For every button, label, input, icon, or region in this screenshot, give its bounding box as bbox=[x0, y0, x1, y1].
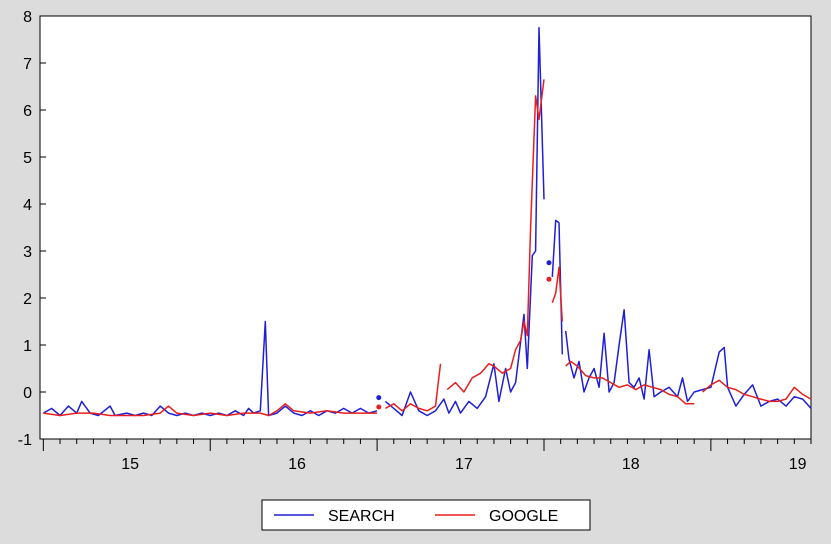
x-axis: 15 16 17 18 19 bbox=[42, 439, 812, 473]
x-tick-label: 17 bbox=[455, 456, 473, 473]
legend-label-search: SEARCH bbox=[328, 508, 395, 525]
series-line-search bbox=[42, 27, 812, 417]
point-marker-search bbox=[546, 260, 552, 266]
point-marker-google bbox=[546, 276, 552, 282]
x-tick-label: 16 bbox=[288, 456, 306, 473]
point-marker-google bbox=[376, 404, 382, 410]
point-marker-search bbox=[376, 395, 382, 401]
y-tick-label: 6 bbox=[23, 103, 32, 120]
y-tick-label: 7 bbox=[23, 56, 32, 73]
y-tick-label: 0 bbox=[23, 385, 32, 402]
legend: SEARCH GOOGLE bbox=[261, 499, 591, 531]
x-tick-label: 15 bbox=[121, 456, 139, 473]
y-axis: -1 0 1 2 3 4 5 6 7 8 bbox=[18, 9, 46, 449]
y-tick-label: 5 bbox=[23, 150, 32, 167]
y-tick-label: 8 bbox=[23, 9, 32, 26]
legend-label-google: GOOGLE bbox=[489, 508, 558, 525]
y-tick-label: 1 bbox=[23, 338, 32, 355]
series-line-google bbox=[43, 79, 812, 417]
y-tick-label: 4 bbox=[23, 197, 32, 214]
plot-area bbox=[39, 15, 812, 440]
x-tick-label: 19 bbox=[789, 456, 807, 473]
x-tick-label: 18 bbox=[622, 456, 640, 473]
y-tick-label: 3 bbox=[23, 244, 32, 261]
y-tick-label: -1 bbox=[18, 432, 32, 449]
legend-box bbox=[261, 499, 591, 531]
series-layer bbox=[42, 27, 812, 417]
y-tick-label: 2 bbox=[23, 291, 32, 308]
